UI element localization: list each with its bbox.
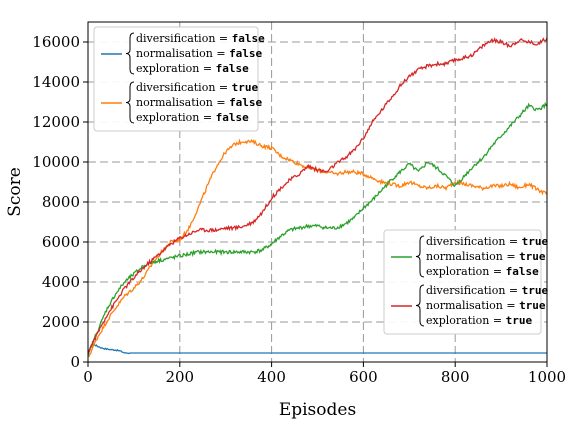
series-line-3: [87, 101, 548, 353]
legend-brace: [125, 32, 135, 75]
plot-frame: [87, 21, 548, 363]
legend-entry: exploration = true: [426, 314, 532, 327]
legend-top-left: diversification = false normalisation = f…: [93, 26, 265, 132]
legend-entry: diversification = true: [426, 284, 548, 297]
y-tick-label: 10000: [32, 153, 80, 171]
y-tick-label: 14000: [32, 73, 80, 91]
legend-entry: normalisation = false: [136, 96, 263, 109]
series-line-4: [87, 37, 548, 353]
y-tick-label: 6000: [42, 233, 80, 251]
y-tick-label: 8000: [42, 193, 80, 211]
legend-entry: normalisation = true: [426, 250, 546, 263]
legend-box: [93, 26, 259, 132]
x-tick-label: 0: [83, 368, 93, 386]
legend-entry: diversification = true: [426, 235, 548, 248]
series-line-1: [87, 343, 547, 356]
x-tick-label: 800: [441, 368, 470, 386]
legend-entry: diversification = true: [136, 81, 258, 94]
legends: diversification = false normalisation = f…: [93, 26, 548, 335]
y-tick-label: 16000: [32, 33, 80, 51]
legend-entry: diversification = false: [136, 32, 265, 45]
legend-entry: normalisation = false: [136, 47, 263, 60]
y-tick-label: 12000: [32, 113, 80, 131]
y-axis-title: Score: [5, 167, 25, 217]
legend-entry: exploration = false: [136, 111, 249, 124]
legend-brace: [415, 235, 425, 278]
x-tick-label: 1000: [528, 368, 566, 386]
x-tick-label: 600: [349, 368, 378, 386]
legend-center-right: diversification = true normalisation = tr…: [383, 229, 548, 335]
legend-entry: normalisation = true: [426, 299, 546, 312]
x-axis-title: Episodes: [279, 400, 356, 420]
y-tick-label: 4000: [42, 273, 80, 291]
legend-brace: [415, 284, 425, 327]
legend-brace: [125, 81, 135, 124]
y-tick-label: 2000: [42, 313, 80, 331]
series-lines: [87, 37, 548, 358]
x-tick-label: 400: [257, 368, 286, 386]
legend-entry: exploration = false: [136, 62, 249, 75]
legend-entry: exploration = false: [426, 265, 539, 278]
legend-box: [383, 229, 542, 335]
x-tick-label: 200: [165, 368, 194, 386]
axes: 0 200 400 600 800 100002000400060008000100001…: [32, 21, 566, 386]
y-tick-label: 0: [70, 353, 80, 371]
